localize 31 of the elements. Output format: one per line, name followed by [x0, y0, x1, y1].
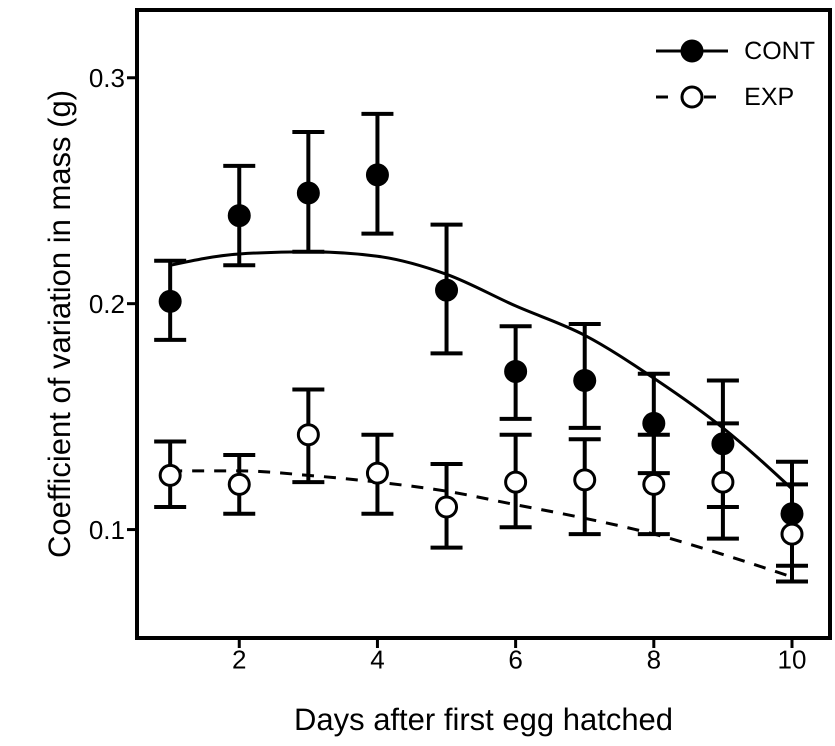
x-tick-label: 2 [232, 644, 246, 674]
point [366, 163, 389, 186]
legend-label: EXP [744, 82, 794, 113]
x-tick-label: 4 [370, 644, 385, 674]
y-tick-label: 0.3 [88, 63, 125, 93]
point [366, 462, 389, 485]
point [711, 432, 734, 456]
x-tick-label: 10 [778, 644, 806, 674]
point [573, 368, 596, 392]
point [780, 522, 804, 546]
y-tick-label: 0.2 [88, 288, 125, 319]
point [780, 502, 804, 526]
point [296, 423, 320, 446]
point [296, 181, 320, 204]
y-tick-label: 0.1 [88, 514, 125, 545]
x-axis-title: Days after first egg hatched [294, 702, 674, 737]
point [504, 470, 528, 494]
point [711, 470, 734, 494]
x-tick-label: 8 [646, 644, 662, 674]
point [228, 472, 251, 496]
point [642, 412, 666, 435]
y-axis-title: Coefficient of variation in mass (g) [42, 90, 78, 558]
legend-label: CONT [744, 36, 815, 67]
point [435, 495, 458, 518]
x-tick-label: 6 [508, 644, 523, 674]
point [504, 360, 528, 383]
point [158, 290, 182, 313]
point [228, 204, 251, 228]
point [573, 468, 596, 492]
point [158, 464, 182, 487]
point [435, 278, 458, 302]
